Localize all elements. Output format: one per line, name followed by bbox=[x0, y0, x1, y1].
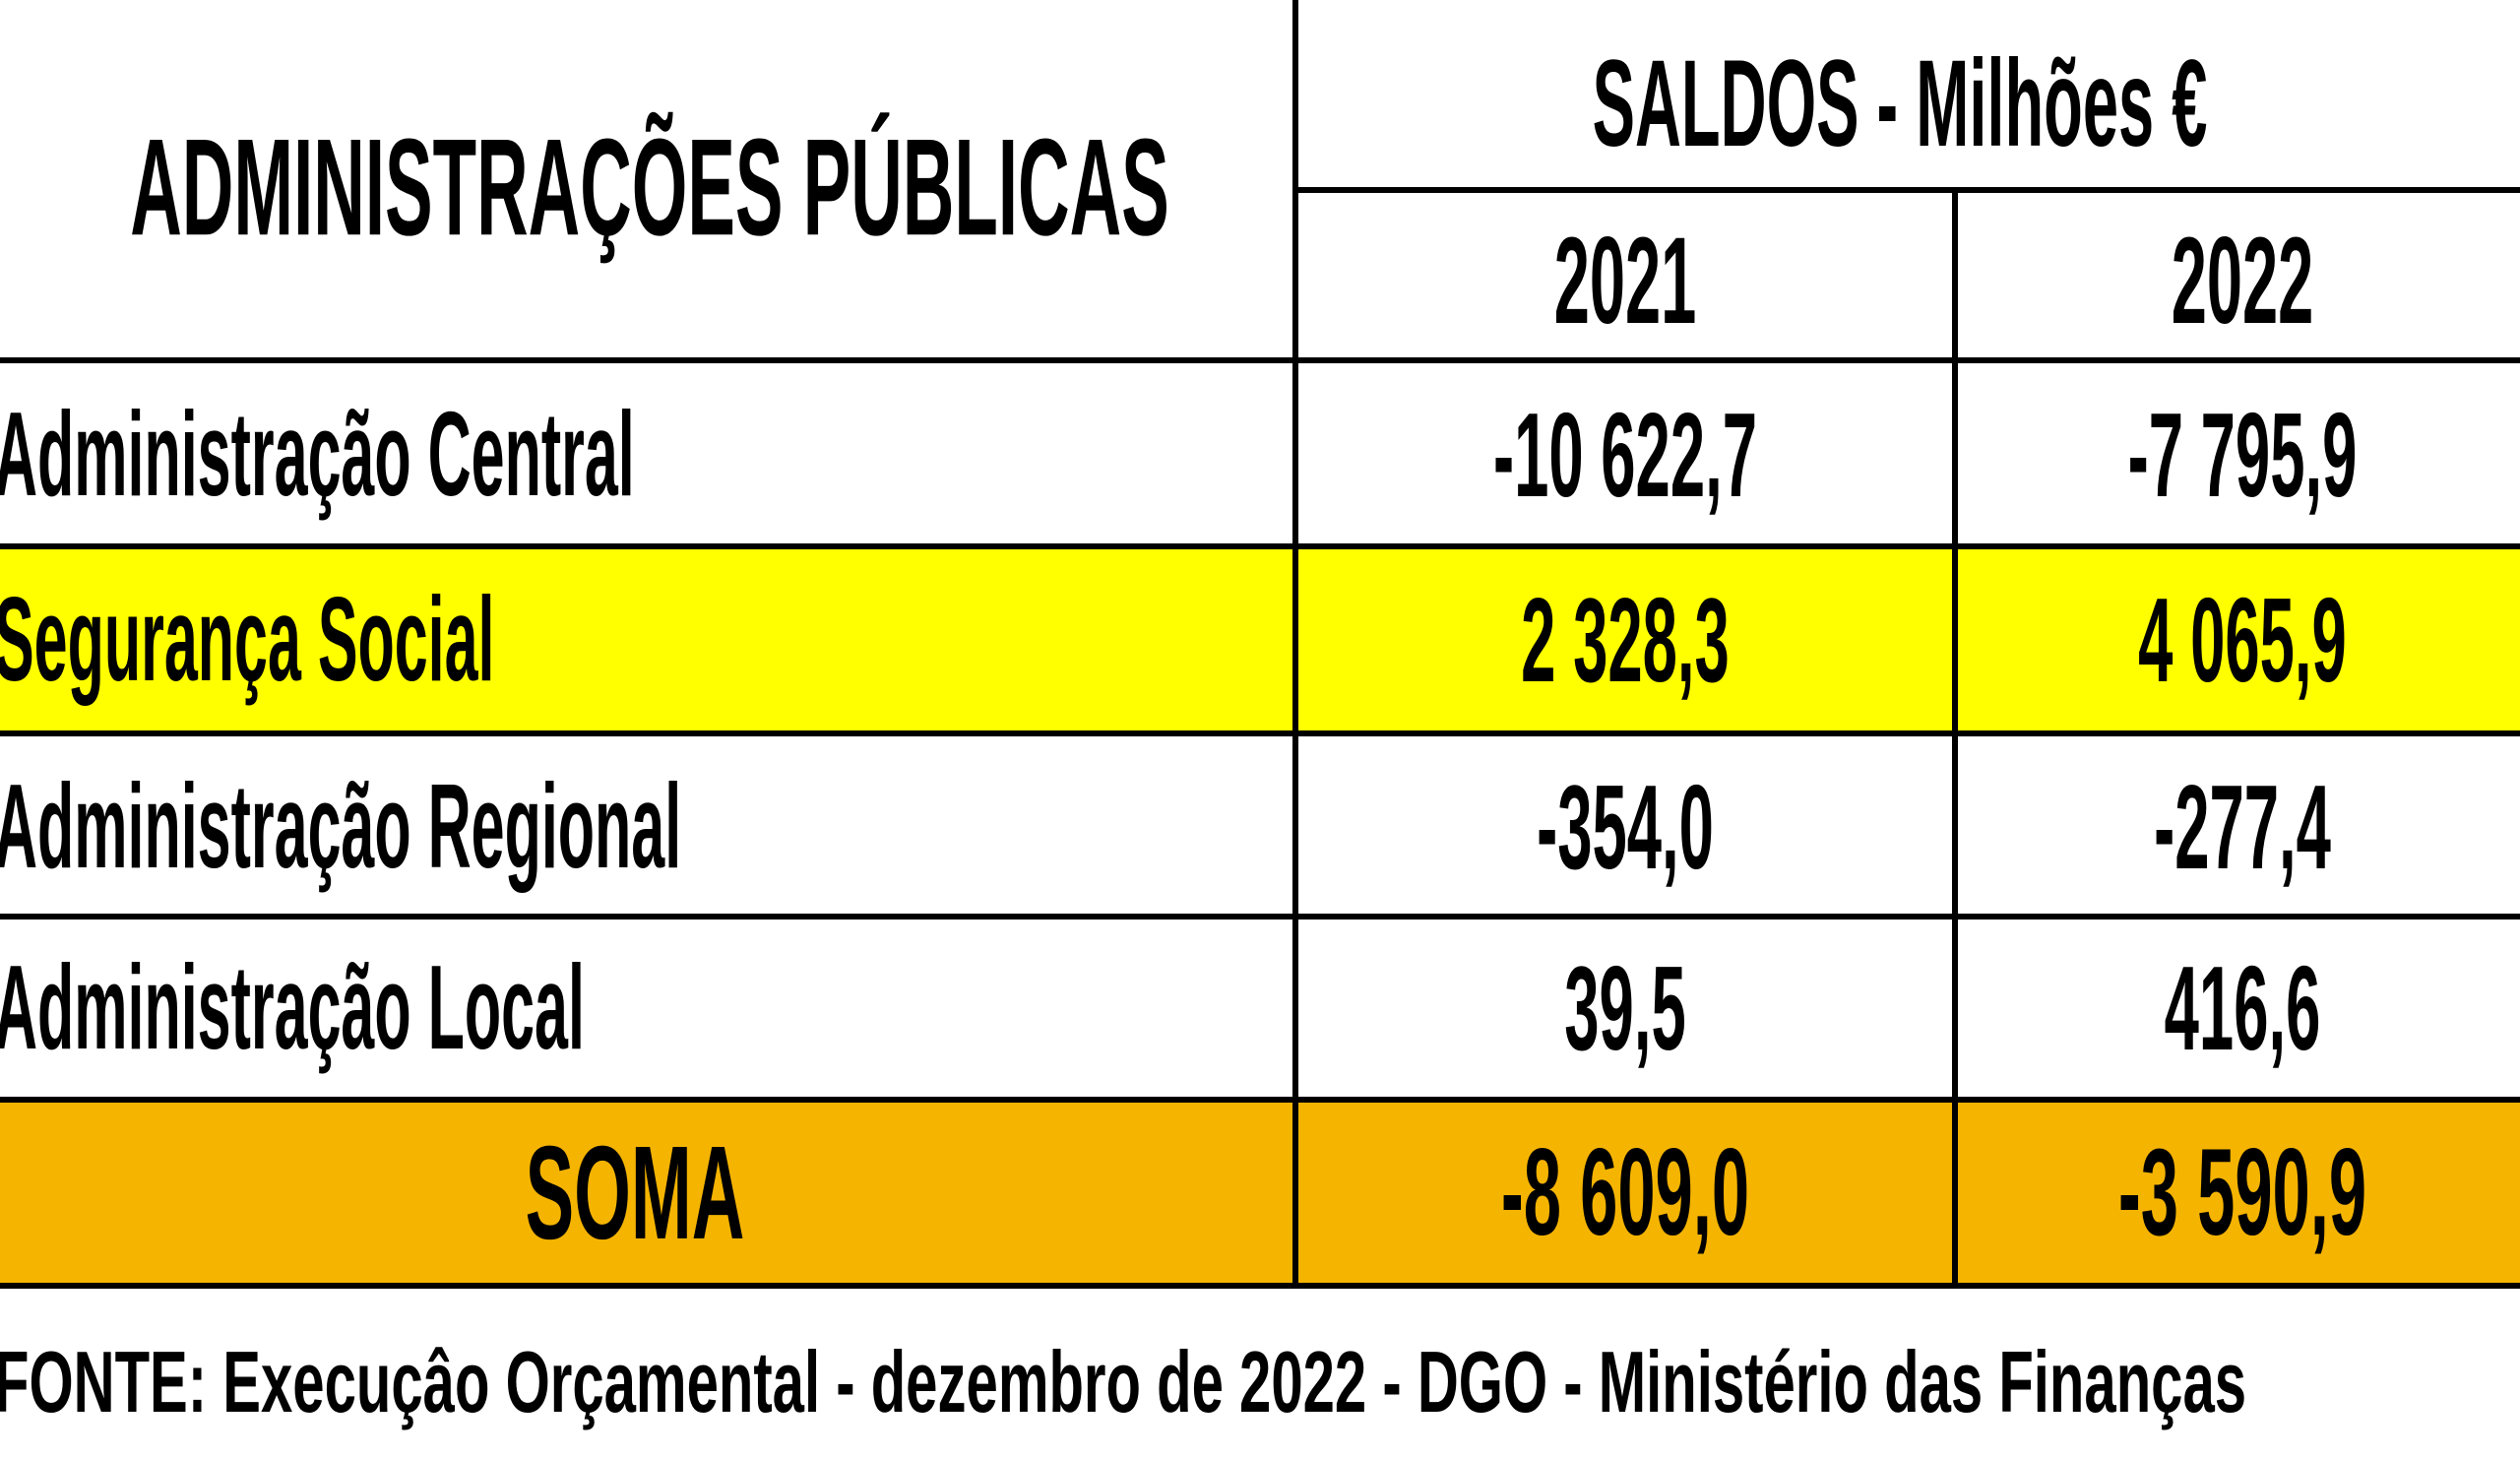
highlight-row bbox=[0, 546, 2520, 733]
row-value: 4 065,9 bbox=[2138, 573, 2347, 708]
total-value: -8 609,0 bbox=[1501, 1125, 1749, 1262]
table-text: ADMINISTRAÇÕES PÚBLICAS SALDOS - Milhões … bbox=[0, 35, 2366, 1430]
row-label: Segurança Social bbox=[0, 573, 494, 706]
table-title: ADMINISTRAÇÕES PÚBLICAS bbox=[130, 110, 1168, 265]
row-value: 2 328,3 bbox=[1521, 573, 1730, 708]
row-value: -10 622,7 bbox=[1493, 388, 1757, 523]
row-value: -277,4 bbox=[2154, 760, 2331, 895]
source-note: FONTE: Execuçâo Orçamental - dezembro de… bbox=[0, 1334, 2246, 1430]
row-value: -354,0 bbox=[1537, 760, 1714, 895]
row-label: Administração Central bbox=[0, 388, 635, 521]
row-value: 416,6 bbox=[2165, 941, 2321, 1076]
row-value: -7 795,9 bbox=[2128, 388, 2358, 523]
year-header: 2022 bbox=[2172, 213, 2314, 349]
total-label: SOMA bbox=[526, 1118, 745, 1267]
year-header: 2021 bbox=[1554, 213, 1697, 349]
total-row-bg bbox=[0, 1100, 2520, 1286]
row-value: 39,5 bbox=[1564, 941, 1685, 1076]
group-header: SALDOS - Milhões € bbox=[1593, 35, 2208, 172]
total-value: -3 590,9 bbox=[2118, 1125, 2366, 1262]
row-label: Administração Regional bbox=[0, 760, 681, 893]
row-label: Administração Local bbox=[0, 941, 585, 1074]
